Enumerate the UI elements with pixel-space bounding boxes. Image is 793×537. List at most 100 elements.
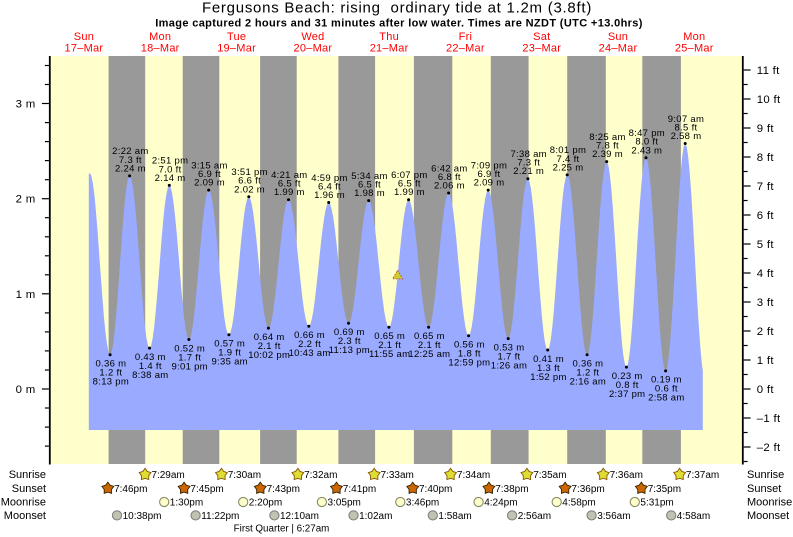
svg-text:1:58am: 1:58am: [438, 511, 471, 522]
svg-text:0 ft: 0 ft: [757, 384, 775, 396]
svg-text:2.1 ft: 2.1 ft: [258, 341, 281, 352]
svg-text:8:13 pm: 8:13 pm: [93, 377, 129, 388]
svg-text:2:16 am: 2:16 am: [570, 377, 606, 388]
svg-text:4:58am: 4:58am: [677, 511, 710, 522]
svg-text:0.57 m: 0.57 m: [214, 339, 245, 350]
svg-text:2.14 m: 2.14 m: [155, 173, 186, 184]
svg-text:1.8 ft: 1.8 ft: [458, 349, 481, 360]
svg-text:0.66 m: 0.66 m: [294, 330, 325, 341]
svg-text:8.5 ft: 8.5 ft: [675, 122, 698, 133]
svg-text:1.3 ft: 1.3 ft: [537, 363, 560, 374]
svg-text:7.3 ft: 7.3 ft: [517, 158, 540, 169]
svg-text:2:22 am: 2:22 am: [112, 146, 148, 157]
svg-text:2:51 pm: 2:51 pm: [152, 156, 188, 167]
svg-text:Moonrise: Moonrise: [747, 497, 792, 509]
svg-text:Moonset: Moonset: [4, 510, 46, 522]
svg-text:1:52 pm: 1:52 pm: [530, 372, 566, 383]
svg-text:0.43 m: 0.43 m: [135, 352, 166, 363]
svg-text:2.24 m: 2.24 m: [115, 163, 146, 174]
svg-text:3:46pm: 3:46pm: [406, 498, 439, 509]
svg-text:5:34 am: 5:34 am: [351, 171, 387, 182]
svg-text:7:36am: 7:36am: [610, 470, 643, 481]
svg-text:2.1 ft: 2.1 ft: [418, 340, 441, 351]
svg-text:12:59 pm: 12:59 pm: [448, 358, 490, 369]
svg-text:6:42 am: 6:42 am: [431, 163, 467, 174]
svg-text:0.65 m: 0.65 m: [374, 331, 405, 342]
svg-text:25–Mar: 25–Mar: [675, 43, 714, 55]
svg-text:7:30am: 7:30am: [228, 470, 261, 481]
svg-text:7:35pm: 7:35pm: [648, 484, 681, 495]
svg-text:19–Mar: 19–Mar: [217, 43, 256, 55]
svg-text:21–Mar: 21–Mar: [370, 43, 409, 55]
svg-text:8.0 ft: 8.0 ft: [635, 137, 658, 148]
svg-text:–1 ft: –1 ft: [757, 413, 781, 425]
svg-text:2:58 am: 2:58 am: [648, 393, 684, 404]
svg-text:7:46pm: 7:46pm: [114, 484, 147, 495]
svg-text:1.99 m: 1.99 m: [274, 187, 305, 198]
svg-text:7:09 pm: 7:09 pm: [471, 160, 507, 171]
svg-text:1.7 ft: 1.7 ft: [498, 351, 521, 362]
svg-text:9 ft: 9 ft: [757, 123, 775, 135]
svg-text:8 ft: 8 ft: [757, 152, 775, 164]
svg-text:11:22pm: 11:22pm: [201, 511, 239, 522]
svg-text:7:29am: 7:29am: [151, 470, 184, 481]
svg-text:1.98 m: 1.98 m: [354, 188, 385, 199]
svg-text:7:37am: 7:37am: [686, 470, 719, 481]
svg-text:1.2 ft: 1.2 ft: [99, 368, 122, 379]
svg-text:3:51 pm: 3:51 pm: [231, 167, 267, 178]
svg-text:5 ft: 5 ft: [757, 239, 775, 251]
svg-text:2.43 m: 2.43 m: [631, 145, 662, 156]
svg-text:12:25 am: 12:25 am: [408, 349, 450, 360]
svg-text:7:34am: 7:34am: [457, 470, 490, 481]
svg-text:11:55 am: 11:55 am: [369, 349, 410, 360]
svg-text:12:10am: 12:10am: [280, 511, 319, 522]
svg-text:3:56am: 3:56am: [597, 511, 630, 522]
svg-text:1 m: 1 m: [16, 289, 36, 301]
svg-text:0.19 m: 0.19 m: [651, 375, 682, 386]
svg-text:0 m: 0 m: [16, 384, 36, 396]
svg-text:1:26 am: 1:26 am: [491, 360, 527, 371]
svg-text:Sat: Sat: [533, 31, 550, 43]
svg-text:9:01 pm: 9:01 pm: [171, 361, 207, 372]
svg-text:1:30pm: 1:30pm: [170, 498, 203, 509]
svg-text:10:43 am: 10:43 am: [289, 348, 331, 359]
svg-text:2.09 m: 2.09 m: [194, 178, 225, 189]
svg-text:1:02am: 1:02am: [359, 511, 392, 522]
svg-text:3:05pm: 3:05pm: [328, 498, 361, 509]
svg-text:6.5 ft: 6.5 ft: [358, 180, 381, 191]
svg-text:6.9 ft: 6.9 ft: [478, 169, 501, 180]
svg-text:7.4 ft: 7.4 ft: [557, 154, 580, 165]
svg-text:1.9 ft: 1.9 ft: [218, 348, 241, 359]
svg-text:0.53 m: 0.53 m: [494, 342, 525, 353]
svg-text:8:47 pm: 8:47 pm: [629, 128, 665, 139]
svg-text:4:24pm: 4:24pm: [484, 498, 517, 509]
svg-text:6.9 ft: 6.9 ft: [198, 169, 221, 180]
svg-text:2 ft: 2 ft: [757, 326, 775, 338]
svg-text:6.5 ft: 6.5 ft: [278, 179, 301, 190]
svg-text:0.36 m: 0.36 m: [572, 359, 603, 370]
svg-text:7:38pm: 7:38pm: [495, 484, 528, 495]
svg-text:6:07 pm: 6:07 pm: [391, 170, 427, 181]
svg-text:6.6 ft: 6.6 ft: [238, 176, 261, 187]
svg-text:3:15 am: 3:15 am: [191, 160, 227, 171]
svg-text:7:36pm: 7:36pm: [571, 484, 604, 495]
svg-text:2.02 m: 2.02 m: [234, 184, 265, 195]
svg-text:8:38 am: 8:38 am: [132, 370, 168, 381]
svg-text:Tue: Tue: [227, 31, 246, 43]
svg-text:10 ft: 10 ft: [757, 94, 781, 106]
svg-text:4 ft: 4 ft: [757, 268, 775, 280]
svg-text:7.0 ft: 7.0 ft: [159, 164, 182, 175]
svg-text:2.06 m: 2.06 m: [434, 181, 465, 192]
svg-text:Mon: Mon: [149, 31, 171, 43]
svg-text:7:35am: 7:35am: [533, 470, 566, 481]
svg-text:0.23 m: 0.23 m: [612, 371, 643, 382]
svg-text:4:59 pm: 4:59 pm: [311, 173, 347, 184]
svg-text:2.2 ft: 2.2 ft: [298, 339, 321, 350]
svg-text:4:21 am: 4:21 am: [271, 170, 307, 181]
svg-text:6.4 ft: 6.4 ft: [318, 181, 341, 192]
svg-text:Fergusons Beach: rising ordin: Fergusons Beach: rising ordinary tide at…: [202, 0, 592, 17]
svg-text:3 m: 3 m: [16, 99, 36, 111]
svg-text:7.8 ft: 7.8 ft: [596, 141, 619, 152]
svg-text:2.25 m: 2.25 m: [553, 162, 584, 173]
svg-text:9:35 am: 9:35 am: [211, 357, 247, 368]
